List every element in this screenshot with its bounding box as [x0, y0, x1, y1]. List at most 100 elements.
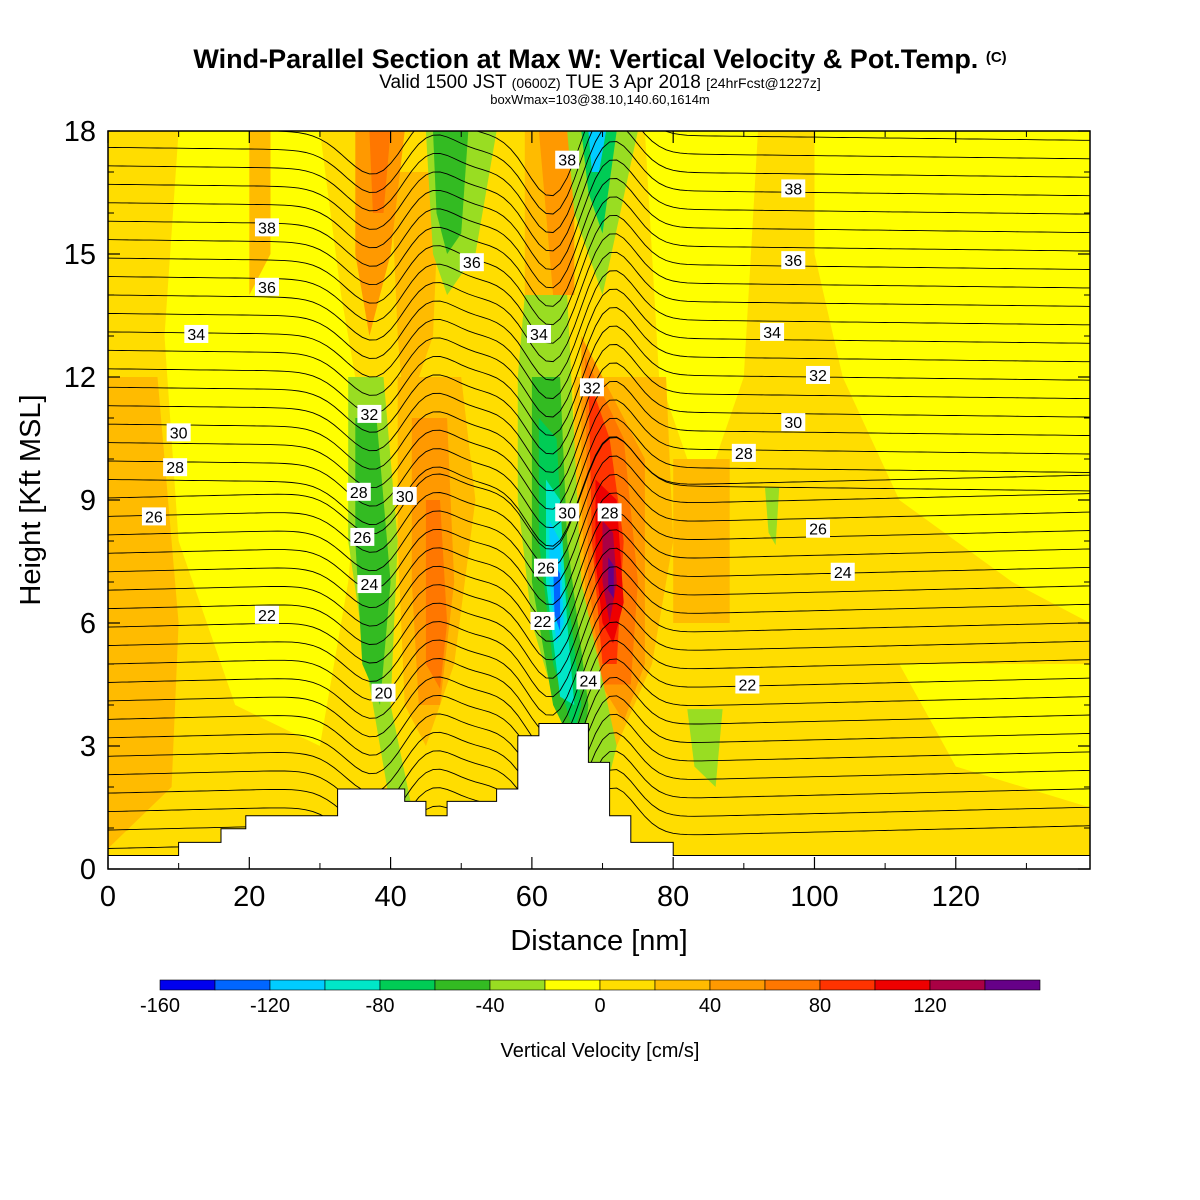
x-tick-label: 20 [233, 881, 265, 913]
colorbar: -160 -120 -80 -40 0 40 80 120 [140, 979, 1041, 1017]
theta-contour [108, 695, 1090, 808]
theta-contour [108, 399, 1090, 510]
theta-label-bg [184, 324, 209, 343]
theta-contour [108, 510, 1090, 624]
velocity-region [581, 131, 617, 234]
theta-label-bg [781, 251, 806, 270]
theta-label-bg [350, 527, 375, 546]
theta-label-bg [254, 218, 279, 237]
theta-contour [108, 141, 1090, 252]
theta-label-bg [555, 150, 580, 169]
theta-label-bg [530, 611, 555, 630]
theta-label: 24 [834, 565, 852, 582]
theta-contour [108, 676, 1090, 790]
theta-label-bg [781, 179, 806, 198]
theta-label: 22 [738, 678, 756, 695]
colorbar-bin [929, 979, 986, 991]
colorbar-bin [819, 979, 876, 991]
terrain [107, 723, 1091, 870]
theta-label: 26 [537, 561, 555, 578]
theta-contour [108, 473, 1090, 587]
colorbar-bin [269, 979, 326, 991]
theta-contour [108, 270, 1090, 381]
velocity-region [687, 709, 723, 787]
x-tick-label: 0 [100, 881, 116, 913]
y-tick-label: 18 [64, 116, 96, 148]
theta-label: 28 [601, 505, 619, 522]
theta-contour [108, 547, 1090, 661]
theta-label: 22 [534, 614, 552, 631]
theta-contour [108, 131, 1090, 233]
theta-label: 22 [258, 608, 276, 625]
theta-label: 28 [350, 485, 368, 502]
colorbar-tick-label: -80 [366, 995, 395, 1017]
theta-contour [108, 640, 1090, 753]
x-tick-label: 100 [790, 881, 838, 913]
theta-label-bg [166, 423, 191, 442]
theta-label: 32 [583, 380, 601, 397]
colorbar-tick-label: -120 [250, 995, 290, 1017]
y-tick-label: 15 [64, 239, 96, 271]
theta-label-bg [579, 378, 604, 397]
theta-label: 34 [763, 325, 781, 342]
theta-label-bg [459, 253, 484, 272]
theta-label-bg [806, 519, 831, 538]
chart-title: Wind-Parallel Section at Max W: Vertical… [193, 44, 1007, 74]
theta-label: 36 [463, 255, 481, 272]
colorbar-bin [984, 979, 1041, 991]
theta-label: 30 [170, 425, 188, 442]
colorbar-bin [599, 979, 656, 991]
theta-contour [108, 288, 1090, 399]
colorbar-bin [544, 979, 601, 991]
theta-label-bg [830, 562, 855, 581]
y-tick-label: 0 [80, 854, 96, 886]
theta-label-bg [371, 683, 396, 702]
theta-contour [108, 732, 1090, 845]
theta-label-bg [357, 575, 382, 594]
theta-label: 28 [735, 446, 753, 463]
theta-label-bg [254, 277, 279, 296]
y-tick-label: 9 [80, 485, 96, 517]
theta-label-bg [760, 322, 785, 341]
y-tick-label: 6 [80, 608, 96, 640]
theta-labels: 38 36 34 30 28 26 22 32 30 28 26 24 20 36 34 38 32 30 28 26… [141, 150, 855, 703]
theta-label: 30 [558, 505, 576, 522]
theta-label: 34 [187, 327, 205, 344]
theta-contour [108, 603, 1090, 716]
y-tick-label: 3 [80, 731, 96, 763]
x-tick-label: 120 [932, 881, 980, 913]
theta-label-bg [141, 507, 166, 526]
theta-contour [108, 437, 1090, 550]
theta-contour [108, 214, 1090, 326]
colorbar-bin [434, 979, 491, 991]
theta-label: 34 [530, 327, 548, 344]
theta-label-bg [357, 404, 382, 423]
velocity-region [644, 131, 758, 500]
theta-label: 32 [360, 407, 378, 424]
theta-contour [108, 713, 1090, 827]
colorbar-bin [874, 979, 931, 991]
theta-contour [245, 131, 1090, 197]
velocity-region [390, 172, 440, 418]
velocity-region [108, 377, 179, 849]
velocity-region [765, 487, 780, 546]
theta-contour [108, 251, 1090, 363]
theta-label: 24 [360, 577, 378, 594]
theta-label-bg [534, 558, 559, 577]
theta-label: 32 [809, 368, 827, 385]
colorbar-bin [709, 979, 766, 991]
colorbar-bin [764, 979, 821, 991]
theta-label-bg [555, 503, 580, 522]
theta-contour [108, 417, 1090, 529]
theta-label: 26 [353, 530, 371, 547]
colorbar-bin [214, 979, 271, 991]
theta-contour [108, 307, 1090, 418]
colorbar-tick-label: -160 [140, 995, 180, 1017]
velocity-region [164, 131, 363, 746]
theta-label: 30 [396, 489, 414, 506]
colorbar-bin [654, 979, 711, 991]
colorbar-bin [489, 979, 546, 991]
chart-subtitle: Valid 1500 JST (0600Z) TUE 3 Apr 2018 [2… [379, 72, 821, 93]
